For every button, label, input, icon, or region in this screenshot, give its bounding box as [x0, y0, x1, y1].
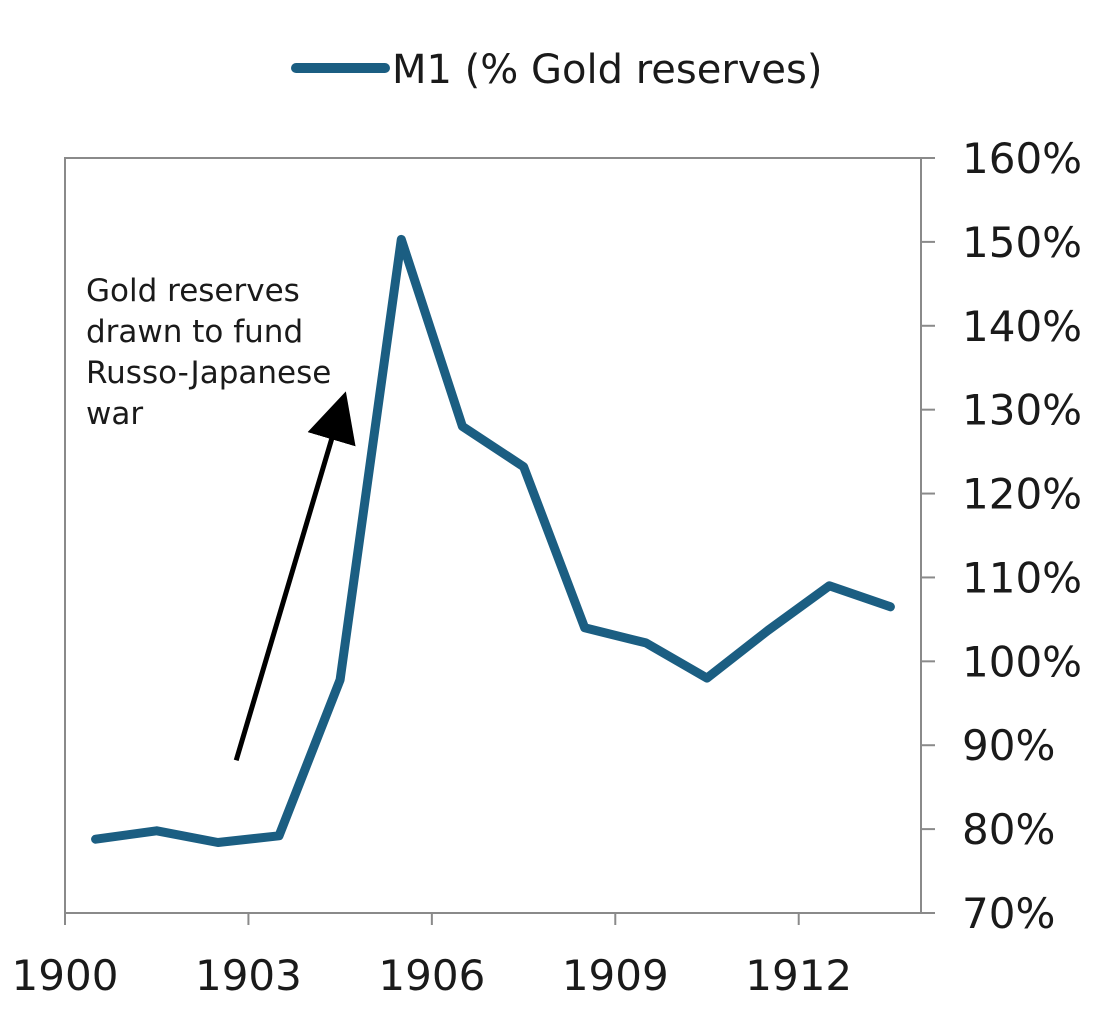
x-tick-label: 1903 — [195, 951, 302, 1000]
y-tick-label: 120% — [962, 470, 1082, 519]
annotation-line: Gold reserves — [86, 273, 300, 309]
y-axis: 70% 80% 90% 100% 110% 120% 130% 140% 150% 160% — [921, 134, 1082, 938]
y-tick-label: 90% — [962, 721, 1055, 770]
series-group — [91, 234, 895, 847]
x-axis: 1900 1903 1906 1909 1912 — [12, 913, 852, 1000]
y-tick-label: 70% — [962, 889, 1055, 938]
y-tick-label: 100% — [962, 637, 1082, 686]
y-tick-label: 160% — [962, 134, 1082, 183]
annotation-line: drawn to fund — [86, 314, 303, 350]
annotation-text: Gold reserves drawn to fund Russo-Japanese… — [86, 273, 331, 432]
legend-label: M1 (% Gold reserves) — [392, 47, 823, 93]
x-tick-label: 1909 — [562, 951, 669, 1000]
annotation-line: Russo-Japanese — [86, 355, 331, 391]
annotation-arrow — [233, 391, 356, 762]
y-tick-label: 110% — [962, 553, 1082, 602]
legend: M1 (% Gold reserves) — [291, 47, 823, 93]
y-tick-label: 150% — [962, 218, 1082, 267]
annotation: Gold reserves drawn to fund Russo-Japanese… — [86, 273, 356, 762]
x-tick-label: 1912 — [745, 951, 852, 1000]
y-tick-label: 130% — [962, 386, 1082, 435]
x-tick-label: 1900 — [12, 951, 119, 1000]
series-line — [91, 234, 895, 847]
y-tick-label: 140% — [962, 302, 1082, 351]
y-tick-label: 80% — [962, 805, 1055, 854]
x-tick-label: 1906 — [378, 951, 485, 1000]
plot-frame — [64, 157, 922, 914]
annotation-line: war — [86, 396, 143, 432]
